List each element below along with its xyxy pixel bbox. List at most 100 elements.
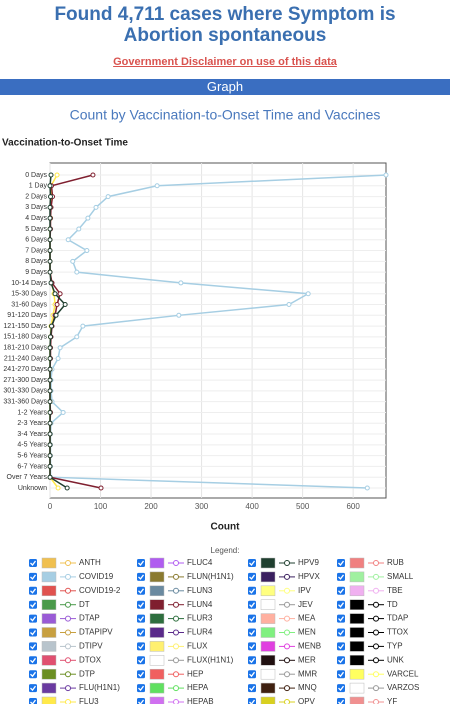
y-tick-label: 271-300 Days xyxy=(3,377,47,384)
legend-checkbox[interactable] xyxy=(29,614,37,623)
legend-checkbox[interactable] xyxy=(337,614,345,623)
legend-checkbox[interactable] xyxy=(337,572,345,581)
y-tick-label: 1-2 Years xyxy=(17,409,47,416)
data-point xyxy=(176,312,182,318)
legend-checkbox[interactable] xyxy=(248,572,256,581)
legend-swatch xyxy=(41,571,57,583)
legend-label: COVID19 xyxy=(79,572,114,581)
legend-marker xyxy=(173,573,179,580)
legend-checkbox[interactable] xyxy=(248,628,256,637)
legend-checkbox[interactable] xyxy=(137,628,145,637)
disclaimer-link[interactable]: Government Disclaimer on use of this dat… xyxy=(113,56,337,68)
y-tick-label: 31-60 Days xyxy=(11,301,47,308)
legend-checkbox[interactable] xyxy=(29,600,37,609)
legend-checkbox[interactable] xyxy=(29,572,37,581)
legend-checkbox[interactable] xyxy=(337,642,345,651)
x-tick-label: 0 xyxy=(48,502,53,511)
legend-swatch xyxy=(41,585,57,597)
legend-checkbox[interactable] xyxy=(29,684,37,693)
legend-marker xyxy=(284,685,290,692)
checkmark xyxy=(30,630,37,636)
legend-marker xyxy=(65,629,71,636)
legend-checkbox[interactable] xyxy=(337,684,345,693)
checkmark xyxy=(249,560,256,566)
legend-checkbox[interactable] xyxy=(337,628,345,637)
legend-checkbox[interactable] xyxy=(248,670,256,679)
y-tick-label: 8 Days xyxy=(25,258,47,265)
legend-checkbox[interactable] xyxy=(137,656,145,665)
legend-swatch xyxy=(149,696,165,704)
legend-checkbox[interactable] xyxy=(137,586,145,595)
legend-swatch xyxy=(260,668,276,680)
data-point xyxy=(47,258,53,264)
data-point xyxy=(47,399,53,405)
x-tick-label: 400 xyxy=(245,502,259,511)
legend-checkbox[interactable] xyxy=(29,670,37,679)
checkmark xyxy=(249,574,256,580)
y-tick-label: 4 Days xyxy=(25,215,47,222)
legend-checkbox[interactable] xyxy=(337,656,345,665)
x-axis-title: Count xyxy=(211,522,241,533)
legend-marker xyxy=(173,601,179,608)
legend-checkbox[interactable] xyxy=(248,642,256,651)
legend-checkbox[interactable] xyxy=(29,628,37,637)
checkmark xyxy=(30,602,37,608)
y-tick-label: 121-150 Days xyxy=(3,323,47,330)
data-point xyxy=(178,280,184,286)
legend-checkbox[interactable] xyxy=(137,559,145,567)
legend-label: VARZOS xyxy=(387,683,419,692)
legend-checkbox[interactable] xyxy=(29,642,37,651)
legend-swatch xyxy=(349,557,365,569)
legend-checkbox[interactable] xyxy=(248,684,256,693)
legend-swatch xyxy=(349,571,365,583)
legend-checkbox[interactable] xyxy=(248,600,256,609)
checkmark xyxy=(138,671,145,678)
data-point xyxy=(64,485,70,491)
legend-checkbox[interactable] xyxy=(337,586,345,595)
legend-marker xyxy=(173,699,179,704)
data-point xyxy=(305,291,311,297)
checkmark xyxy=(338,560,345,566)
x-tick-label: 200 xyxy=(144,502,158,511)
legend-swatch xyxy=(349,668,365,680)
legend-label: JEV xyxy=(298,600,313,609)
legend-checkbox[interactable] xyxy=(248,656,256,665)
legend-checkbox[interactable] xyxy=(337,670,345,679)
legend-checkbox[interactable] xyxy=(248,586,256,595)
legend-swatch xyxy=(149,613,165,624)
legend-checkbox[interactable] xyxy=(137,642,145,651)
legend-checkbox[interactable] xyxy=(248,559,256,567)
data-point xyxy=(47,248,53,254)
legend-checkbox[interactable] xyxy=(337,600,345,609)
legend-checkbox[interactable] xyxy=(248,614,256,623)
legend-checkbox[interactable] xyxy=(137,684,145,693)
legend-checkbox[interactable] xyxy=(137,600,145,609)
legend-swatch xyxy=(41,613,57,624)
legend-checkbox[interactable] xyxy=(137,614,145,623)
legend-swatch xyxy=(149,599,165,610)
legend-swatch xyxy=(149,557,165,569)
legend-checkbox[interactable] xyxy=(29,656,37,665)
legend-label: HEPA xyxy=(187,683,209,692)
legend-marker xyxy=(173,560,179,566)
checkmark xyxy=(30,671,37,678)
legend-swatch xyxy=(260,585,276,597)
legend-checkbox[interactable] xyxy=(137,572,145,581)
legend-swatch xyxy=(41,682,57,694)
checkmark xyxy=(249,602,256,608)
data-point xyxy=(47,204,53,210)
checkmark xyxy=(338,588,345,594)
legend-swatch xyxy=(149,641,165,652)
checkmark xyxy=(30,644,37,650)
y-tick-label: 5 Days xyxy=(25,226,47,233)
x-tick-label: 300 xyxy=(195,502,209,511)
data-point xyxy=(49,323,55,329)
y-tick-label: 211-240 Days xyxy=(4,355,48,362)
legend-checkbox[interactable] xyxy=(337,559,345,567)
legend-checkbox[interactable] xyxy=(29,586,37,595)
legend-checkbox[interactable] xyxy=(29,559,37,567)
y-tick-label: 3-4 Years xyxy=(17,431,47,438)
checkmark xyxy=(30,574,37,580)
legend-checkbox[interactable] xyxy=(137,670,145,679)
legend-marker xyxy=(373,629,379,636)
